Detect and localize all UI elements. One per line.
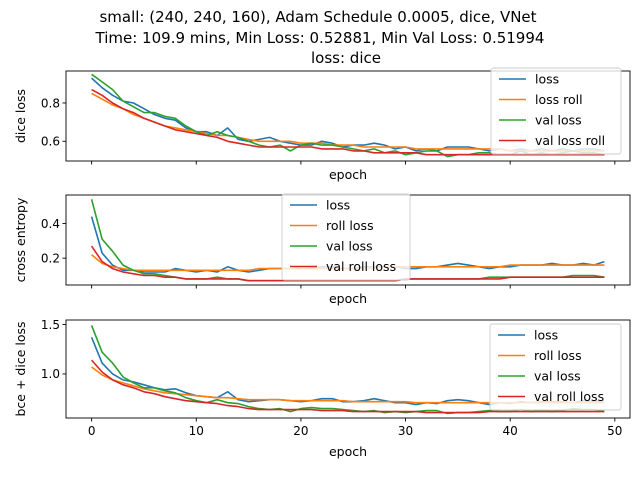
bce-xtick-label: 30 [398, 424, 413, 438]
bce-xtick-label: 50 [607, 424, 622, 438]
figure-title-line-2: Time: 109.9 mins, Min Loss: 0.52881, Min… [95, 29, 545, 47]
bce-ytick-label: 1.5 [41, 318, 60, 332]
ce-xlabel: epoch [329, 291, 367, 306]
bce-series-val-roll-loss-line [91, 359, 605, 414]
dice-series-val-loss-roll-line [91, 88, 605, 156]
dice-legend-box [490, 67, 622, 155]
figure-title-line-1: small: (240, 240, 160), Adam Schedule 0.… [99, 8, 536, 26]
ce-ylabel: cross entropy [13, 197, 28, 282]
bce-ytick-label: 1.0 [41, 367, 60, 381]
bce-xlabel: epoch [329, 444, 367, 459]
dice-xlabel: epoch [329, 167, 367, 182]
dice-ytick-label: 0.8 [41, 96, 60, 110]
ce-series-val-roll-loss-line [90, 245, 605, 282]
bce-xtick-label: 20 [293, 424, 308, 438]
bce-legend: loss roll loss val loss val roll loss [489, 323, 622, 411]
dice-legend-label-val-loss-roll: val loss roll [535, 133, 605, 148]
ce-legend-label-roll-loss: roll loss [326, 218, 374, 233]
dice-loss-panel: 0.6 0.8 epoch dice loss loss loss roll val los… [13, 67, 631, 182]
cross-entropy-panel: 0.2 0.4 epoch cross entropy loss roll loss val… [13, 193, 631, 306]
ce-ytick-label: 0.4 [41, 217, 60, 231]
dice-ytick-label: 0.6 [41, 135, 60, 149]
dice-legend-label-val-loss: val loss [535, 113, 582, 128]
bce-xtick-label: 40 [503, 424, 518, 438]
dice-ylabel: dice loss [13, 89, 28, 143]
bce-xtick-label: 0 [88, 424, 96, 438]
bce-dice-loss-panel: 1.0 1.5 0 10 20 30 40 50 epoch bce + dice loss los… [13, 318, 631, 459]
bce-legend-label-roll-loss: roll loss [534, 348, 582, 363]
bce-axes-frame [65, 319, 631, 419]
dice-legend-label-loss-roll: loss roll [535, 92, 583, 107]
subplot-title: loss: dice [311, 49, 381, 67]
dice-legend: loss loss roll val loss val loss roll [490, 67, 622, 155]
ce-legend-box [281, 193, 411, 281]
ce-legend-label-val-roll-loss: val roll loss [326, 259, 396, 274]
bce-legend-label-loss: loss [534, 328, 558, 343]
ce-legend-label-loss: loss [326, 198, 350, 213]
bce-legend-label-val-roll-loss: val roll loss [534, 389, 604, 404]
bce-ylabel: bce + dice loss [13, 321, 28, 416]
dice-legend-label-loss: loss [535, 72, 559, 87]
dice-axes-frame [65, 70, 631, 162]
ce-legend: loss roll loss val loss val roll loss [281, 193, 411, 281]
bce-legend-label-val-loss: val loss [534, 369, 581, 384]
bce-xtick-label: 10 [189, 424, 204, 438]
bce-legend-box [489, 323, 622, 411]
ce-legend-label-val-loss: val loss [326, 239, 373, 254]
ce-ytick-label: 0.2 [41, 251, 60, 265]
